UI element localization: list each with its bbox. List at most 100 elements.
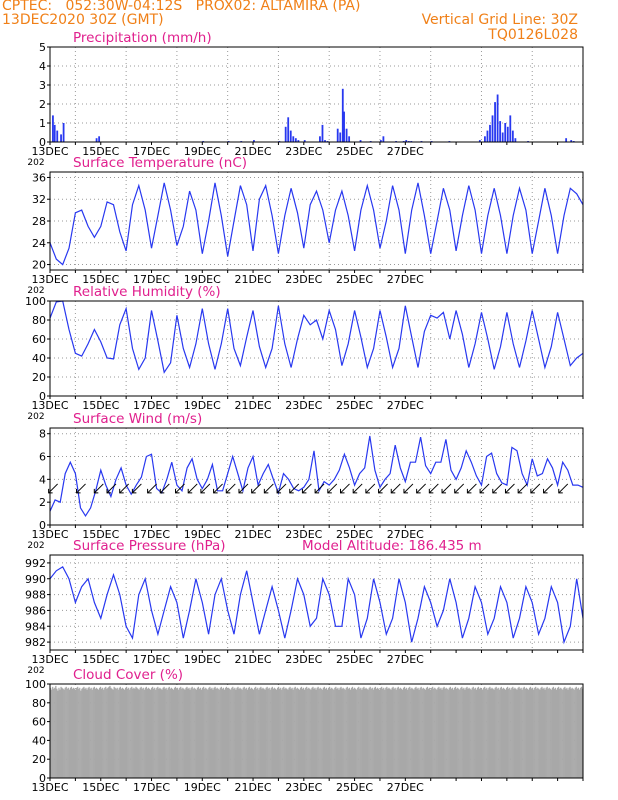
y-tick-label: 40 [32,734,46,747]
cloud-cover-bar [472,686,474,778]
cloud-cover-bar [58,687,60,778]
y-tick-label: 1 [39,117,46,130]
wind-arrow-head [365,488,370,494]
precipitation-bar [478,140,481,142]
cloud-cover-bar [544,689,546,778]
cloud-cover-bar [268,687,270,778]
precipitation-bar [359,140,362,142]
cloud-cover-bar [518,686,520,778]
cloud-cover-bar [308,687,310,778]
cloud-cover-bar [311,687,313,778]
wind-arrow-head [131,488,137,494]
cloud-cover-bar [417,687,419,778]
cloud-cover-bar [435,688,437,778]
cloud-cover-bar [220,686,222,778]
cloud-cover-bar [290,688,292,778]
precipitation-bar [62,123,65,142]
x-date-label: 27DEC [387,145,424,158]
cloud-cover-bar [403,686,406,778]
cloud-cover-bar [364,688,366,778]
cloud-cover-bar [449,686,451,778]
cloud-cover-bar [535,686,537,778]
cloud-cover-bar [372,689,374,778]
cloud-cover-bar [106,688,108,778]
cloud-cover-bar [332,688,334,778]
cloud-cover-bar [115,688,117,778]
cloud-cover-bar [174,686,177,778]
precipitation-bar [52,115,54,142]
y-tick-label: 100 [25,678,46,691]
cloud-cover-bar [137,688,139,778]
cloud-cover-bar [273,687,276,778]
y-tick-label: 992 [25,557,46,570]
wind-arrow-head [48,488,53,494]
cloud-cover-bar [321,689,323,778]
cloud-cover-bar [188,687,190,778]
precipitation-bar [287,117,290,142]
year-fragment-label: 202 [27,286,44,296]
cloud-cover-bar [71,688,74,778]
wind-arrow [187,483,198,494]
cloud-cover-bar [257,687,259,778]
cloud-cover-bar [85,687,87,778]
x-date-label: 13DEC [31,273,68,286]
precipitation-bar [491,115,494,142]
x-date-label: 23DEC [285,145,322,158]
cloud-cover-bar [383,687,385,778]
wind-arrow-head [213,488,218,494]
wind-arrow-head [276,488,282,494]
y-tick-label: 60 [32,716,46,729]
cloud-cover-bar [102,687,104,778]
cloud-cover-bar [346,686,348,778]
cloud-cover-bar [284,688,286,778]
x-date-label: 27DEC [387,781,424,794]
precipitation-bar [509,115,512,142]
cloud-cover-bar [129,689,131,778]
cloud-cover-bar [448,687,450,778]
cloud-cover-bar [341,688,343,778]
cloud-cover-bar [361,689,363,778]
cloud-cover-bar [357,687,359,778]
cloud-cover-bar [171,688,174,778]
cloud-cover-bar [315,689,317,778]
cloud-cover-bar [397,686,399,778]
cloud-cover-bar [324,688,327,778]
relative-line [49,300,584,374]
cloud-cover-bar [294,686,296,778]
cloud-cover-bar [165,687,167,778]
cloud-cover-bar [131,686,133,778]
x-date-label: 25DEC [336,781,373,794]
cloud-cover-bar [473,688,475,778]
cloud-cover-bar [390,689,392,778]
precipitation-bar [379,140,382,142]
cloud-cover-bar [56,688,58,778]
cloud-cover-bar [245,687,247,778]
cloud-cover-bar [183,688,185,778]
cloud-cover-bar [73,688,76,778]
cloud-cover-bar [305,687,307,778]
y-tick-label: 986 [25,604,46,617]
cloud-cover-bar [235,689,237,778]
wind-arrow [289,483,300,494]
cloud-cover-bar [413,689,415,778]
cloud-cover-bar [444,688,446,778]
cloud-cover-bar [117,689,119,778]
cloud-cover-bar [218,689,220,778]
cloud-cover-bar [179,687,181,778]
cloud-cover-bar [476,687,479,778]
cloud-cover-bar [454,686,457,778]
header-station-line: CPTEC: 052:30W-04:12S PROX02: ALTAMIRA (… [2,0,361,14]
cloud-cover-bar [396,687,398,778]
cloud-cover-bar [542,688,544,778]
cloud-cover-bar [437,687,439,778]
cloud-cover-bar [120,688,123,778]
cloud-cover-bar [569,686,571,778]
cloud-cover-bar [365,687,367,778]
cloud-cover-bar [231,687,233,778]
wind-arrow [263,483,274,494]
cloud-cover-bar [513,688,515,778]
precipitation-bar [343,111,345,142]
cloud-cover-bar [387,688,389,778]
precipitation-bar [496,94,499,142]
surface-line [49,435,584,518]
